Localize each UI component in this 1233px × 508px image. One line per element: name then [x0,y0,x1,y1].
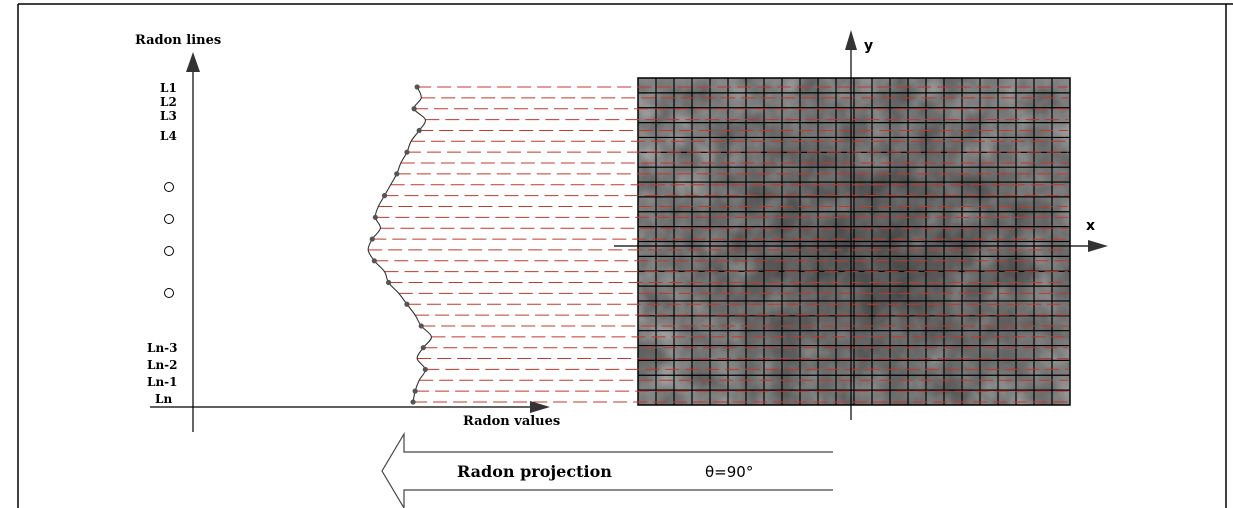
profile-point [420,345,426,351]
profile-point [411,106,417,112]
profile-point [381,193,388,199]
image-border [637,77,1071,406]
projection-label: Radon projection [457,462,612,481]
label-l2: L2 [160,95,177,109]
label-ln-3: Ln-3 [147,341,178,355]
radon-values-arrow [530,401,550,413]
profile-point [414,84,420,90]
profile-point [386,279,392,286]
x-axis-arrow [1088,240,1108,252]
profile-point [410,399,416,405]
radon-profile-curve [367,86,432,403]
ellipsis-circle [164,288,174,298]
image-axes: y x [614,30,1108,420]
label-l1: L1 [160,81,177,95]
radon-values-label: Radon values [463,414,560,429]
profile-point [394,171,400,177]
profile-point [404,301,410,307]
profile-point [412,388,418,394]
x-axis-label: x [1086,218,1095,234]
label-l3: L3 [160,109,177,123]
ellipsis-circle [164,246,174,256]
image-grid [638,78,1070,405]
projection-arrow-shape [381,431,833,508]
radon-axes: Radon lines Radon values [135,33,560,432]
profile-point [416,127,422,134]
projection-angle: θ=90° [705,463,753,481]
label-ln-1: Ln-1 [147,375,178,389]
y-axis-label: y [864,38,873,54]
profile-point [418,323,424,329]
ellipsis-circle [164,214,174,224]
radon-profile [367,84,432,405]
image-block [637,77,1071,406]
projection-lines [368,86,1068,403]
radon-lines-label: Radon lines [135,33,221,48]
y-axis-arrow [845,30,857,50]
profile-point [372,214,378,220]
ellipsis-circle [164,182,174,192]
radon-lines-arrow [186,52,200,72]
profile-point [422,366,428,373]
profile-point [404,149,410,155]
label-ln-2: Ln-2 [147,358,178,372]
projection-arrow: Radon projection θ=90° [381,431,833,508]
profile-point [371,258,377,264]
label-l4: L4 [160,129,177,143]
label-ln: Ln [155,392,172,406]
profile-point [369,236,375,242]
